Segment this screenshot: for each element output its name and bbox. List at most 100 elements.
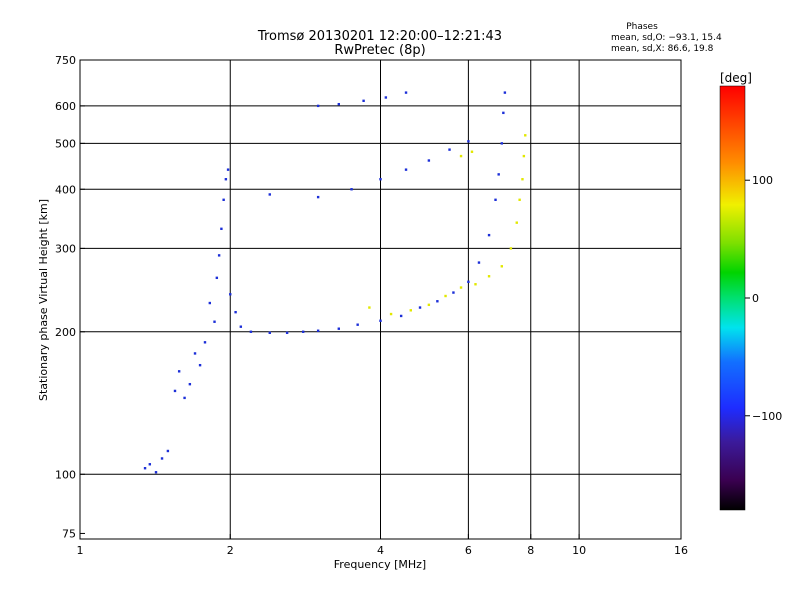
data-point-o <box>203 341 207 344</box>
y-tick-label: 600 <box>55 100 76 113</box>
data-point-o <box>448 148 451 151</box>
data-point-o <box>249 330 253 333</box>
data-point-o <box>337 327 341 330</box>
colorbar <box>719 85 746 511</box>
colorbar-tick-label: −100 <box>752 410 782 423</box>
data-point-o <box>217 254 221 257</box>
data-point-o <box>229 293 232 296</box>
data-point-o <box>148 463 152 466</box>
data-point-o <box>497 173 500 176</box>
data-point-x <box>427 303 431 307</box>
data-point-o <box>502 111 505 115</box>
data-point-o <box>356 323 359 326</box>
data-point-o <box>198 363 202 367</box>
chart-title: Tromsø 20130201 12:20:00–12:21:43 <box>257 29 502 44</box>
data-point-o <box>467 280 470 284</box>
y-tick-label: 750 <box>55 54 76 67</box>
data-point-o <box>427 159 431 162</box>
colorbar-label: [deg] <box>720 71 752 85</box>
data-point-o <box>143 467 147 470</box>
x-tick-label: 1 <box>77 544 84 557</box>
data-point-o <box>337 102 341 106</box>
y-axis-label: Stationary phase Virtual Height [km] <box>37 199 50 401</box>
data-point-o <box>183 396 186 400</box>
data-point-x <box>474 283 477 286</box>
stats-x-line: mean, sd,X: 86.6, 19.8 <box>611 44 714 54</box>
data-point-o <box>160 457 164 460</box>
data-point-x <box>470 150 474 153</box>
data-point-o <box>285 331 289 335</box>
data-point-o <box>234 310 237 314</box>
data-point-x <box>389 312 393 316</box>
data-point-x <box>487 275 491 278</box>
data-point-o <box>215 276 219 280</box>
data-point-o <box>213 320 216 323</box>
data-point-x <box>444 294 447 298</box>
data-point-o <box>208 301 212 305</box>
data-point-o <box>494 198 497 201</box>
data-point-o <box>404 168 408 171</box>
data-point-x <box>500 265 504 268</box>
data-point-o <box>350 188 353 191</box>
grid-lines <box>80 60 681 539</box>
x-tick-label: 10 <box>572 544 586 557</box>
data-point-o <box>467 140 470 143</box>
colorbar-tick-label: 0 <box>752 292 759 305</box>
data-point-o <box>268 331 271 335</box>
data-point-o <box>316 195 320 199</box>
data-point-x <box>521 178 524 181</box>
data-point-o <box>379 319 382 322</box>
x-tick-label: 8 <box>527 544 534 557</box>
colorbar-ticks: 100 0 −100 <box>745 174 782 423</box>
x-tick-label: 16 <box>674 544 688 557</box>
data-point-o <box>418 306 422 309</box>
data-point-o <box>503 91 507 94</box>
data-point-x <box>518 198 521 201</box>
data-point-x <box>409 309 412 312</box>
x-axis-label: Frequency [MHz] <box>334 558 426 571</box>
y-tick-label: 300 <box>55 242 76 255</box>
data-point-o <box>222 198 225 201</box>
data-point-o <box>316 104 320 108</box>
stats-o-line: mean, sd,O: −93.1, 15.4 <box>611 33 722 43</box>
data-point-o <box>379 178 382 181</box>
stats-heading: Phases <box>626 22 658 32</box>
data-point-o <box>177 370 181 373</box>
y-tick-label: 200 <box>55 326 76 339</box>
data-point-o <box>268 193 271 196</box>
x-tick-label: 2 <box>227 544 234 557</box>
data-point-o <box>226 168 230 171</box>
data-point-o <box>477 261 481 264</box>
data-point-o <box>239 325 243 328</box>
chart-subtitle: RwPretec (8p) <box>334 43 425 58</box>
data-point-o <box>436 300 439 303</box>
data-point-x <box>459 154 463 158</box>
data-point-o <box>224 178 228 181</box>
data-point-o <box>399 314 403 318</box>
data-point-x <box>515 221 518 224</box>
data-point-o <box>188 382 192 386</box>
data-point-x <box>522 154 526 158</box>
data-point-o <box>404 91 408 94</box>
data-point-x <box>459 286 463 289</box>
data-point-x <box>368 306 371 309</box>
colorbar-tick-label: 100 <box>752 174 773 187</box>
data-point-o <box>220 227 223 231</box>
data-point-o <box>166 449 170 453</box>
data-point-o <box>384 96 388 99</box>
axis-ticks: 1 2 4 6 8 10 16 75 100 200 300 400 500 600 750 <box>55 54 688 557</box>
x-tick-label: 6 <box>465 544 472 557</box>
y-tick-label: 100 <box>55 468 76 481</box>
data-point-o <box>154 471 158 474</box>
y-tick-label: 500 <box>55 137 76 150</box>
data-point-o <box>316 329 320 332</box>
data-point-o <box>452 291 455 294</box>
data-point-o <box>301 330 305 333</box>
y-tick-label: 400 <box>55 183 76 196</box>
y-tick-label: 75 <box>62 527 76 540</box>
data-point-o <box>362 99 365 103</box>
data-point-x <box>509 247 513 250</box>
data-point-o <box>487 233 491 237</box>
data-point-o <box>500 142 504 145</box>
